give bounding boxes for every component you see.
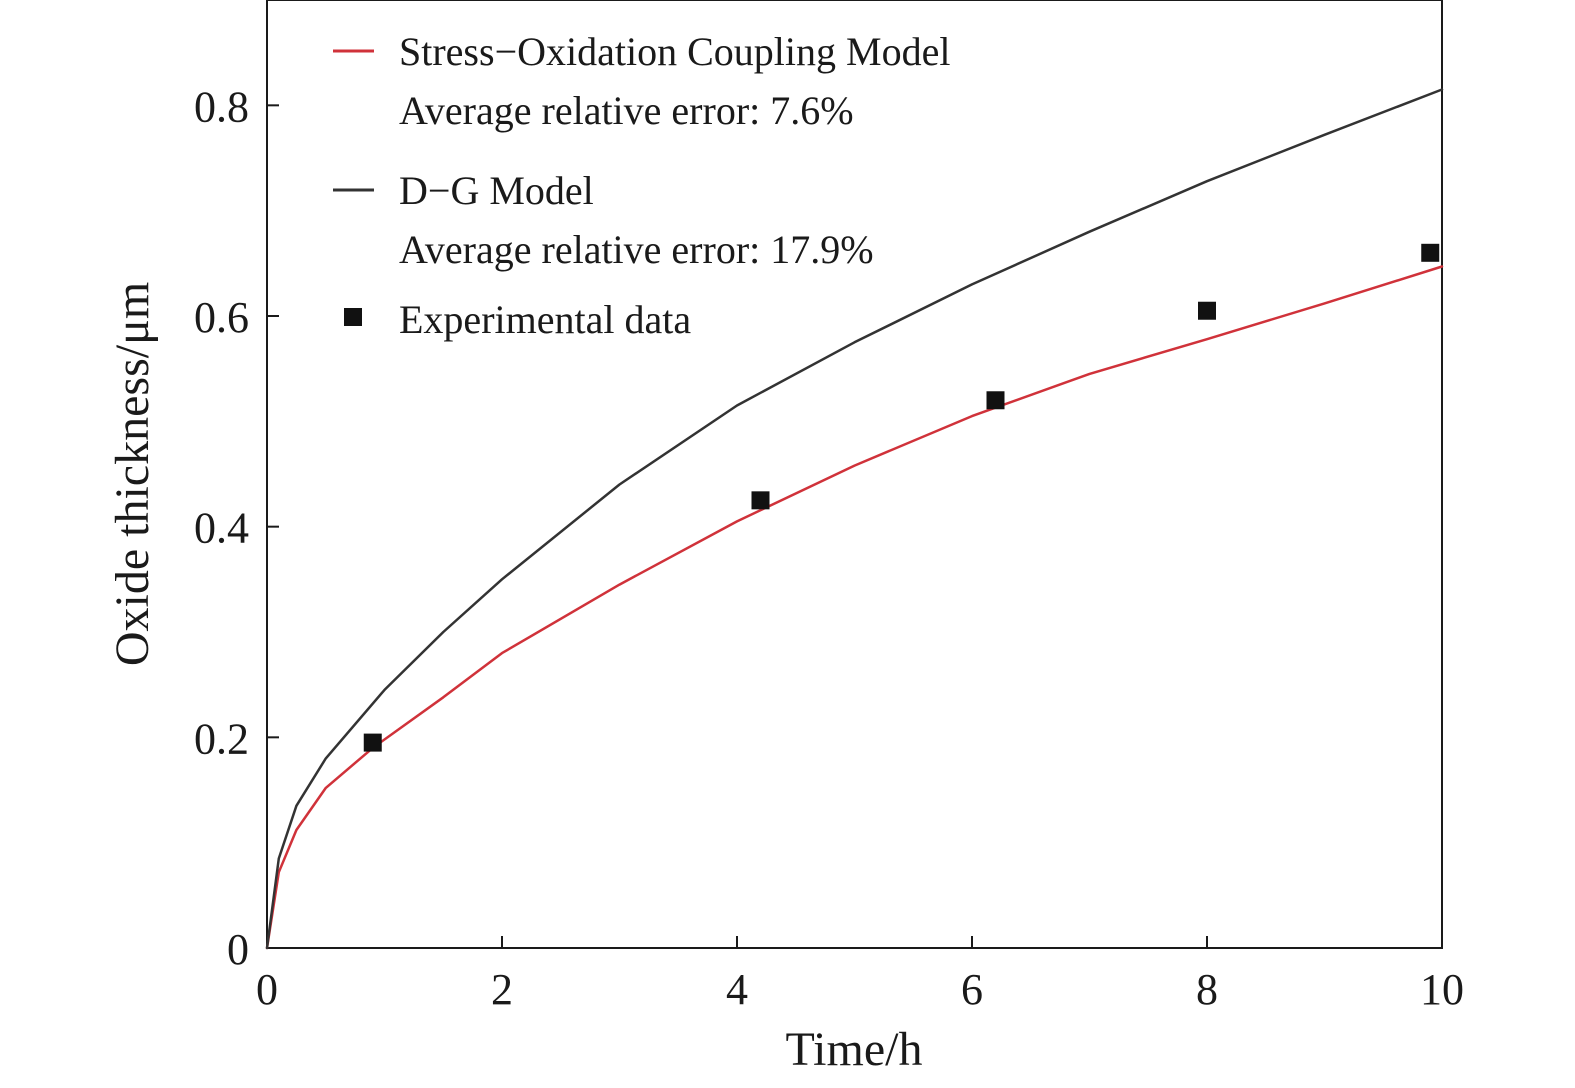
- x-tick-label: 4: [726, 965, 748, 1014]
- series-points: [363, 243, 1440, 752]
- y-axis-label: Oxide thickness/μm: [106, 282, 159, 666]
- legend-label-dg-model: D−G Model: [399, 168, 594, 213]
- series-line-1: [265, 88, 1444, 950]
- legend-swatch-experimental: [344, 308, 362, 326]
- series-lines: [265, 88, 1444, 950]
- x-axis-label: Time/h: [786, 1023, 923, 1076]
- legend: Stress−Oxidation Coupling Model Average …: [333, 29, 950, 342]
- x-tick-label: 0: [256, 965, 278, 1014]
- legend-label-stress-oxidation: Stress−Oxidation Coupling Model: [399, 29, 950, 74]
- axis-ticks: 0 2 4 6 8 10 0 0.2 0.4 0.6 0.8: [194, 82, 1464, 1014]
- x-tick-label: 10: [1420, 965, 1464, 1014]
- legend-label-experimental: Experimental data: [399, 297, 691, 342]
- legend-note-stress-oxidation: Average relative error: 7.6%: [399, 88, 854, 133]
- plot-frame: [266, 0, 1443, 949]
- x-tick-label: 6: [961, 965, 983, 1014]
- y-tick-label: 0.8: [194, 82, 249, 131]
- experimental-data-point: [751, 491, 770, 510]
- experimental-data-point: [363, 733, 382, 752]
- experimental-data-point: [1198, 301, 1216, 320]
- y-tick-label: 0: [227, 925, 249, 974]
- x-tick-label: 2: [491, 965, 513, 1014]
- x-tick-label: 8: [1196, 965, 1218, 1014]
- experimental-data-point: [1421, 243, 1440, 262]
- experimental-data-point: [986, 391, 1005, 410]
- legend-note-dg-model: Average relative error: 17.9%: [399, 227, 874, 272]
- series-line-0: [265, 265, 1444, 950]
- y-tick-label: 0.4: [194, 504, 249, 553]
- y-tick-label: 0.6: [194, 293, 249, 342]
- y-tick-label: 0.2: [194, 714, 249, 763]
